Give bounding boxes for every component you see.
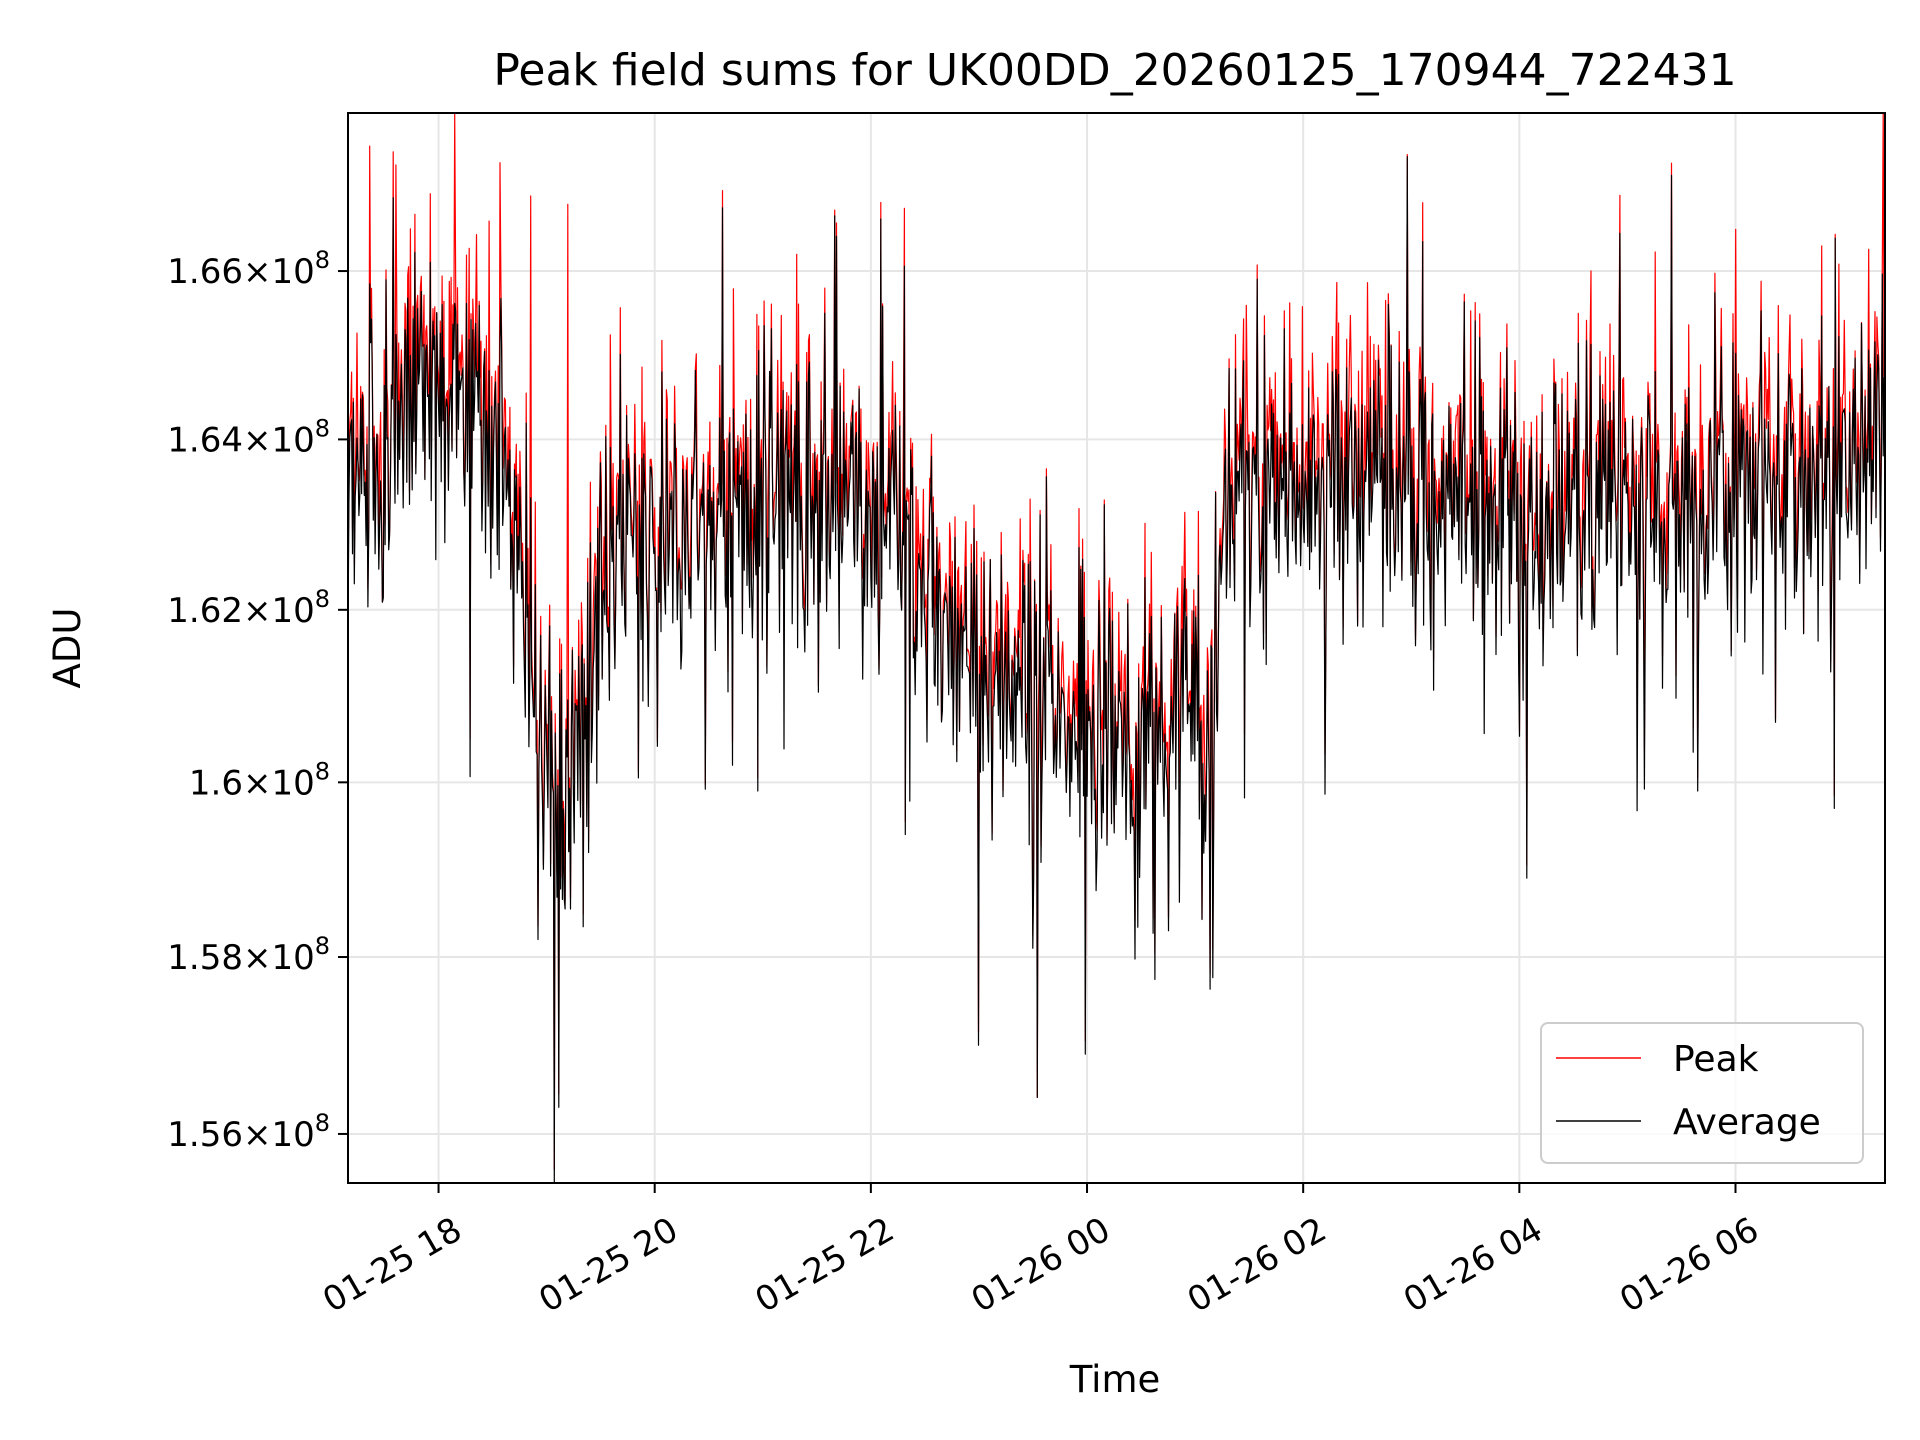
y-tick-exponent: 8 (315, 414, 330, 442)
y-tick-mantissa: 1.56 (167, 1115, 243, 1155)
y-tick-exponent: 8 (315, 585, 330, 613)
x-axis-title: Time (1069, 1358, 1161, 1401)
y-tick-mantissa: 1.62 (167, 591, 243, 631)
y-tick-exponent: 8 (315, 932, 330, 960)
chart-title: Peak field sums for UK00DD_20260125_1709… (493, 45, 1736, 96)
plot-frame (347, 112, 1886, 1184)
legend-peak-label: Peak (1673, 1039, 1759, 1080)
y-tick-label: 1.62×108 (167, 585, 330, 631)
y-tick-exponent: 8 (315, 1109, 330, 1137)
y-tick-label: 1.64×108 (167, 414, 330, 460)
y-tick-mantissa: 1.6 (189, 763, 243, 803)
series-layer (347, 112, 1886, 1184)
y-tick-exponent: 8 (315, 246, 330, 274)
y-tick-label: 1.56×108 (167, 1109, 330, 1155)
y-tick-mantissa: 1.58 (167, 938, 243, 978)
y-tick-label: 1.66×108 (167, 246, 330, 292)
y-tick-mantissa: 1.64 (167, 420, 243, 460)
y-tick-label: 1.58×108 (167, 932, 330, 978)
y-tick-label: 1.6×108 (189, 757, 330, 803)
y-tick-exponent: 8 (315, 757, 330, 785)
legend-average-label: Average (1673, 1102, 1821, 1143)
y-tick-mantissa: 1.66 (167, 252, 243, 292)
legend: Peak Average (1540, 1022, 1864, 1164)
series-line-average (347, 156, 1886, 1184)
y-axis-title: ADU (46, 608, 89, 689)
